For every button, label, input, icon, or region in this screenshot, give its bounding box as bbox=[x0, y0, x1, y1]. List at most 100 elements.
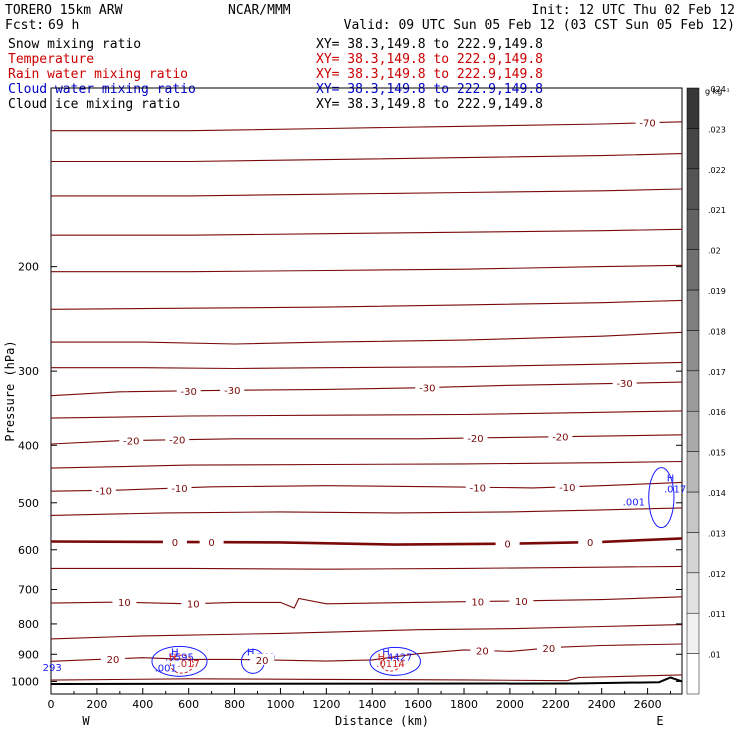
x-tick-label: 2600 bbox=[634, 698, 662, 711]
rain-water-label: H bbox=[378, 652, 386, 663]
contour-label: -10 bbox=[559, 483, 575, 494]
cloud-water-label: 4427 bbox=[387, 652, 412, 663]
init-time: Init: 12 UTC Thu 02 Feb 12 bbox=[532, 3, 736, 18]
colorbar-swatch bbox=[686, 451, 700, 493]
colorbar-swatch bbox=[686, 289, 700, 331]
y-tick-label: 1000 bbox=[11, 675, 39, 688]
temperature-contour bbox=[50, 624, 683, 640]
west-marker: W bbox=[82, 714, 90, 728]
x-axis: 0 200 400 600 800 1000 1200 1400 1600 1800 2000 220… bbox=[48, 688, 672, 711]
contour-label: -10 bbox=[96, 486, 112, 497]
field-label: Temperature bbox=[8, 52, 94, 67]
contour-label: 20 bbox=[476, 647, 489, 658]
x-tick-label: 2400 bbox=[588, 698, 616, 711]
x-tick-label: 200 bbox=[86, 698, 107, 711]
colorbar-swatch bbox=[686, 370, 700, 412]
contour-label-mask bbox=[463, 431, 488, 443]
field-legend: Snow mixing ratio XY= 38.3,149.8 to 222.9… bbox=[8, 37, 543, 112]
y-tick-label: 200 bbox=[18, 261, 39, 274]
colorbar-swatch bbox=[686, 249, 700, 291]
colorbar-label: .021 bbox=[708, 206, 726, 215]
contour-label: 0 bbox=[587, 538, 593, 549]
contour-label-mask bbox=[100, 652, 125, 664]
y-tick-label: 400 bbox=[18, 439, 39, 452]
colorbar-label: .01 bbox=[708, 651, 721, 660]
colorbar-label: .011 bbox=[708, 610, 726, 619]
temperature-contour bbox=[50, 460, 683, 469]
field-label: Cloud water mixing ratio bbox=[8, 82, 196, 97]
temperature-contour bbox=[50, 410, 683, 419]
colorbar-swatch bbox=[686, 410, 700, 452]
x-tick-label: 1400 bbox=[358, 698, 386, 711]
contour-label-mask bbox=[112, 596, 137, 608]
colorbar-label: .018 bbox=[708, 327, 726, 336]
x-tick-label: 400 bbox=[132, 698, 153, 711]
temperature-contour bbox=[51, 188, 683, 197]
colorbar-label: .024 bbox=[708, 85, 726, 94]
colorbar-label: .016 bbox=[708, 408, 726, 417]
y-tick-label: 800 bbox=[18, 618, 39, 631]
temperature-contour bbox=[50, 381, 683, 397]
colorbar-label: .023 bbox=[708, 125, 726, 134]
temperature-contour bbox=[50, 481, 683, 492]
cloud-water-label: H bbox=[247, 648, 255, 659]
cloud-water-contour bbox=[151, 645, 208, 677]
contour-label: 10 bbox=[471, 598, 484, 609]
contour-label: 10 bbox=[118, 598, 131, 609]
colorbar-swatch bbox=[686, 87, 700, 129]
colorbar-label: .019 bbox=[708, 287, 726, 296]
contour-labels: -70 -30 -30 -30 -30 -20 -20 -20 -20 -10 -10 -10 -10 0… bbox=[91, 116, 660, 667]
colorbar-swatch bbox=[686, 653, 700, 695]
cloud-water-contour bbox=[369, 646, 421, 676]
x-tick-label: 1800 bbox=[450, 698, 478, 711]
colorbar-swatch bbox=[686, 491, 700, 533]
contour-label-mask bbox=[470, 644, 495, 656]
contour-label-mask bbox=[91, 484, 116, 496]
contour-label: -20 bbox=[467, 434, 483, 445]
contour-label: 20 bbox=[107, 655, 120, 666]
org-title: NCAR/MMM bbox=[228, 3, 291, 18]
x-tick-label: 1200 bbox=[312, 698, 340, 711]
contour-label: 0 bbox=[172, 538, 178, 549]
temperature-contours bbox=[50, 121, 683, 682]
field-label: Rain water mixing ratio bbox=[8, 67, 188, 82]
colorbar-swatch bbox=[686, 168, 700, 210]
contour-label: 0 bbox=[208, 538, 214, 549]
colorbar-swatch bbox=[686, 128, 700, 170]
colorbar-swatch bbox=[686, 612, 700, 654]
x-tick-label: 1000 bbox=[266, 698, 294, 711]
fcst-label: Fcst: bbox=[5, 18, 44, 33]
contour-label-mask bbox=[415, 381, 440, 393]
y-axis-label: Pressure (hPa) bbox=[3, 340, 17, 441]
cloud-water-label: H bbox=[382, 648, 390, 659]
contour-label: 0 bbox=[504, 540, 510, 551]
temperature-contour bbox=[51, 228, 683, 236]
cloud-water-contours: H.5595H.0249H4427293.001H.017.001H.017H.… bbox=[43, 467, 686, 677]
x-tick-label: 600 bbox=[178, 698, 199, 711]
y-tick-label: 600 bbox=[18, 544, 39, 557]
temperature-contour bbox=[50, 434, 683, 445]
temperature-contour bbox=[51, 361, 683, 370]
fcst-value: 69 h bbox=[48, 18, 79, 33]
temperature-contour bbox=[51, 331, 683, 345]
cloud-water-contour bbox=[648, 467, 675, 529]
colorbar-label: .014 bbox=[708, 489, 726, 498]
x-tick-label: 800 bbox=[224, 698, 245, 711]
field-label: Cloud ice mixing ratio bbox=[8, 97, 180, 112]
contour-label-mask bbox=[181, 597, 206, 609]
temperature-contour bbox=[50, 643, 683, 662]
contour-label-mask bbox=[165, 433, 190, 445]
contour-label-mask bbox=[176, 384, 201, 396]
colorbar-label: .02 bbox=[708, 247, 721, 256]
field-label: Snow mixing ratio bbox=[8, 37, 141, 52]
contour-label: -10 bbox=[470, 483, 486, 494]
colorbar-swatch bbox=[686, 532, 700, 574]
contour-label-mask bbox=[578, 536, 603, 548]
temperature-contour bbox=[50, 299, 683, 310]
x-tick-label: 0 bbox=[48, 698, 55, 711]
terrain-line bbox=[50, 676, 683, 685]
temperature-contour bbox=[50, 507, 683, 516]
contour-label: -20 bbox=[123, 437, 139, 448]
field-xy: XY= 38.3,149.8 to 222.9,149.8 bbox=[316, 67, 543, 82]
